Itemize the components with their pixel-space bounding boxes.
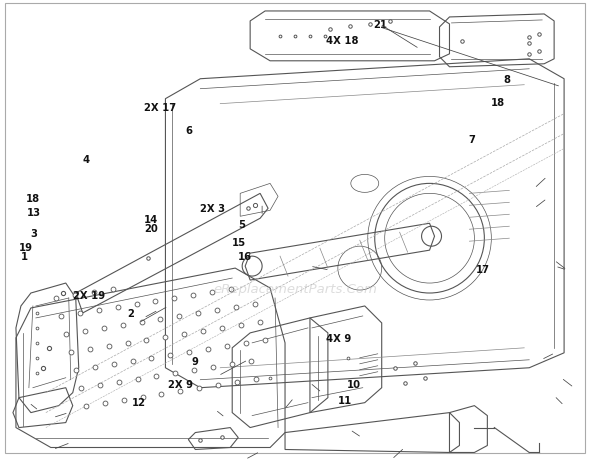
- Text: 18: 18: [27, 194, 40, 204]
- Text: 4X 9: 4X 9: [326, 334, 352, 343]
- Text: 4X 18: 4X 18: [326, 36, 358, 46]
- Text: 19: 19: [19, 242, 32, 252]
- Text: 16: 16: [238, 251, 252, 261]
- Text: 7: 7: [468, 134, 475, 145]
- Text: 17: 17: [476, 265, 490, 275]
- Text: 8: 8: [503, 75, 510, 85]
- Text: 5: 5: [238, 219, 245, 229]
- Text: 21: 21: [373, 20, 387, 30]
- Text: 20: 20: [144, 224, 158, 234]
- Text: 2X 19: 2X 19: [73, 290, 105, 300]
- Text: 11: 11: [338, 395, 352, 405]
- Text: 12: 12: [132, 397, 146, 408]
- Text: 3: 3: [30, 228, 37, 238]
- Text: 14: 14: [144, 215, 158, 224]
- Text: 2X 9: 2X 9: [168, 379, 193, 389]
- Text: 1: 1: [21, 251, 28, 261]
- Text: 6: 6: [186, 125, 193, 135]
- Text: 2: 2: [127, 308, 134, 319]
- Text: 15: 15: [232, 237, 246, 247]
- Text: 4: 4: [83, 155, 90, 165]
- Text: 9: 9: [192, 356, 198, 366]
- Text: 2X 3: 2X 3: [200, 203, 225, 213]
- Text: 10: 10: [347, 379, 361, 389]
- Text: 2X 17: 2X 17: [144, 102, 176, 112]
- Text: 13: 13: [27, 208, 40, 218]
- Text: 18: 18: [491, 98, 505, 108]
- Text: eReplacementParts.Com: eReplacementParts.Com: [213, 282, 377, 295]
